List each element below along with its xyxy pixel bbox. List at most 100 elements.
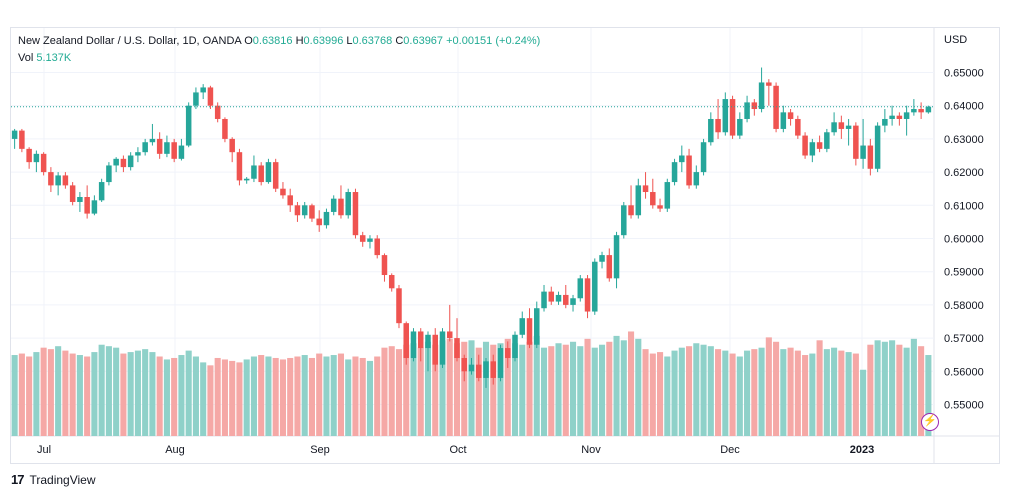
candle[interactable] — [918, 102, 924, 119]
candle[interactable] — [845, 118, 852, 146]
candle[interactable] — [193, 87, 199, 110]
candle[interactable] — [171, 138, 177, 163]
candle[interactable] — [388, 273, 395, 292]
candle[interactable] — [889, 105, 895, 126]
candle[interactable] — [584, 275, 591, 319]
candle[interactable] — [874, 122, 881, 173]
candle[interactable] — [700, 138, 707, 176]
candle[interactable] — [787, 109, 794, 126]
candle[interactable] — [454, 318, 460, 362]
candle[interactable] — [48, 167, 54, 193]
candle[interactable] — [802, 132, 808, 159]
candle[interactable] — [432, 328, 438, 372]
candle[interactable] — [475, 354, 482, 382]
candle[interactable] — [200, 84, 206, 100]
candle[interactable] — [69, 182, 76, 206]
candle[interactable] — [925, 105, 932, 114]
candle[interactable] — [367, 235, 373, 249]
candle[interactable] — [555, 291, 562, 305]
candle[interactable] — [251, 155, 257, 183]
candle[interactable] — [483, 358, 489, 388]
candle[interactable] — [860, 118, 866, 169]
candle[interactable] — [164, 135, 170, 158]
candle[interactable] — [178, 138, 185, 161]
candle[interactable] — [592, 258, 598, 315]
candle[interactable] — [359, 231, 366, 247]
candle[interactable] — [120, 155, 127, 173]
candle[interactable] — [882, 109, 888, 133]
candle[interactable] — [577, 275, 584, 302]
candle[interactable] — [541, 284, 547, 312]
candle[interactable] — [19, 128, 25, 153]
candle[interactable] — [229, 137, 235, 163]
candle[interactable] — [410, 328, 417, 362]
candle[interactable] — [650, 178, 656, 209]
candle[interactable] — [505, 341, 511, 368]
candle[interactable] — [77, 192, 83, 212]
candle[interactable] — [309, 203, 315, 222]
candle[interactable] — [287, 188, 293, 212]
candle[interactable] — [280, 182, 286, 199]
candle[interactable] — [149, 123, 156, 146]
candle[interactable] — [330, 195, 337, 216]
candle[interactable] — [671, 158, 678, 186]
candle[interactable] — [621, 201, 627, 239]
candle[interactable] — [729, 95, 736, 139]
candle[interactable] — [599, 251, 605, 269]
footer-branding[interactable]: 17 TradingView — [11, 472, 96, 487]
candle[interactable] — [838, 115, 845, 139]
candle[interactable] — [127, 152, 134, 171]
candle[interactable] — [446, 304, 453, 342]
candle[interactable] — [853, 122, 859, 166]
candle[interactable] — [55, 172, 61, 196]
candle[interactable] — [294, 201, 301, 222]
candle[interactable] — [98, 178, 105, 202]
currency-label[interactable]: USD — [944, 34, 968, 46]
candle[interactable] — [106, 162, 112, 186]
candle[interactable] — [911, 99, 917, 116]
candle[interactable] — [526, 308, 533, 349]
candle[interactable] — [185, 102, 192, 148]
candle[interactable] — [657, 198, 663, 212]
candle[interactable] — [497, 344, 504, 382]
candle[interactable] — [664, 178, 671, 212]
candle[interactable] — [722, 92, 729, 136]
candle[interactable] — [490, 354, 497, 385]
candle[interactable] — [272, 158, 279, 193]
candle[interactable] — [744, 95, 750, 123]
candle[interactable] — [519, 311, 526, 339]
candle[interactable] — [708, 112, 714, 146]
candle[interactable] — [715, 99, 721, 139]
candle[interactable] — [439, 328, 446, 368]
candle[interactable] — [606, 248, 613, 282]
candle[interactable] — [26, 147, 32, 169]
candle[interactable] — [113, 157, 119, 173]
candle[interactable] — [403, 321, 409, 365]
candle[interactable] — [534, 301, 540, 349]
candle[interactable] — [751, 99, 758, 116]
candle[interactable] — [628, 185, 634, 219]
candle[interactable] — [816, 135, 823, 153]
candle[interactable] — [417, 328, 424, 362]
candle[interactable] — [323, 208, 330, 229]
candle[interactable] — [686, 148, 692, 189]
candle[interactable] — [780, 105, 787, 133]
candle[interactable] — [40, 152, 47, 176]
candle[interactable] — [243, 177, 250, 184]
candle[interactable] — [563, 284, 569, 309]
candle[interactable] — [214, 102, 221, 123]
candle[interactable] — [236, 148, 243, 186]
candle[interactable] — [135, 147, 141, 163]
candle[interactable] — [642, 172, 649, 199]
candle[interactable] — [693, 165, 700, 189]
candle[interactable] — [156, 132, 163, 159]
candle[interactable] — [374, 235, 380, 259]
symbol-title[interactable]: New Zealand Dollar / U.S. Dollar, 1D, OA… — [18, 35, 242, 47]
candle[interactable] — [896, 112, 903, 126]
candle[interactable] — [570, 294, 576, 312]
candle[interactable] — [222, 117, 228, 143]
candle[interactable] — [613, 231, 620, 289]
candle[interactable] — [867, 138, 874, 176]
candle[interactable] — [84, 185, 90, 219]
